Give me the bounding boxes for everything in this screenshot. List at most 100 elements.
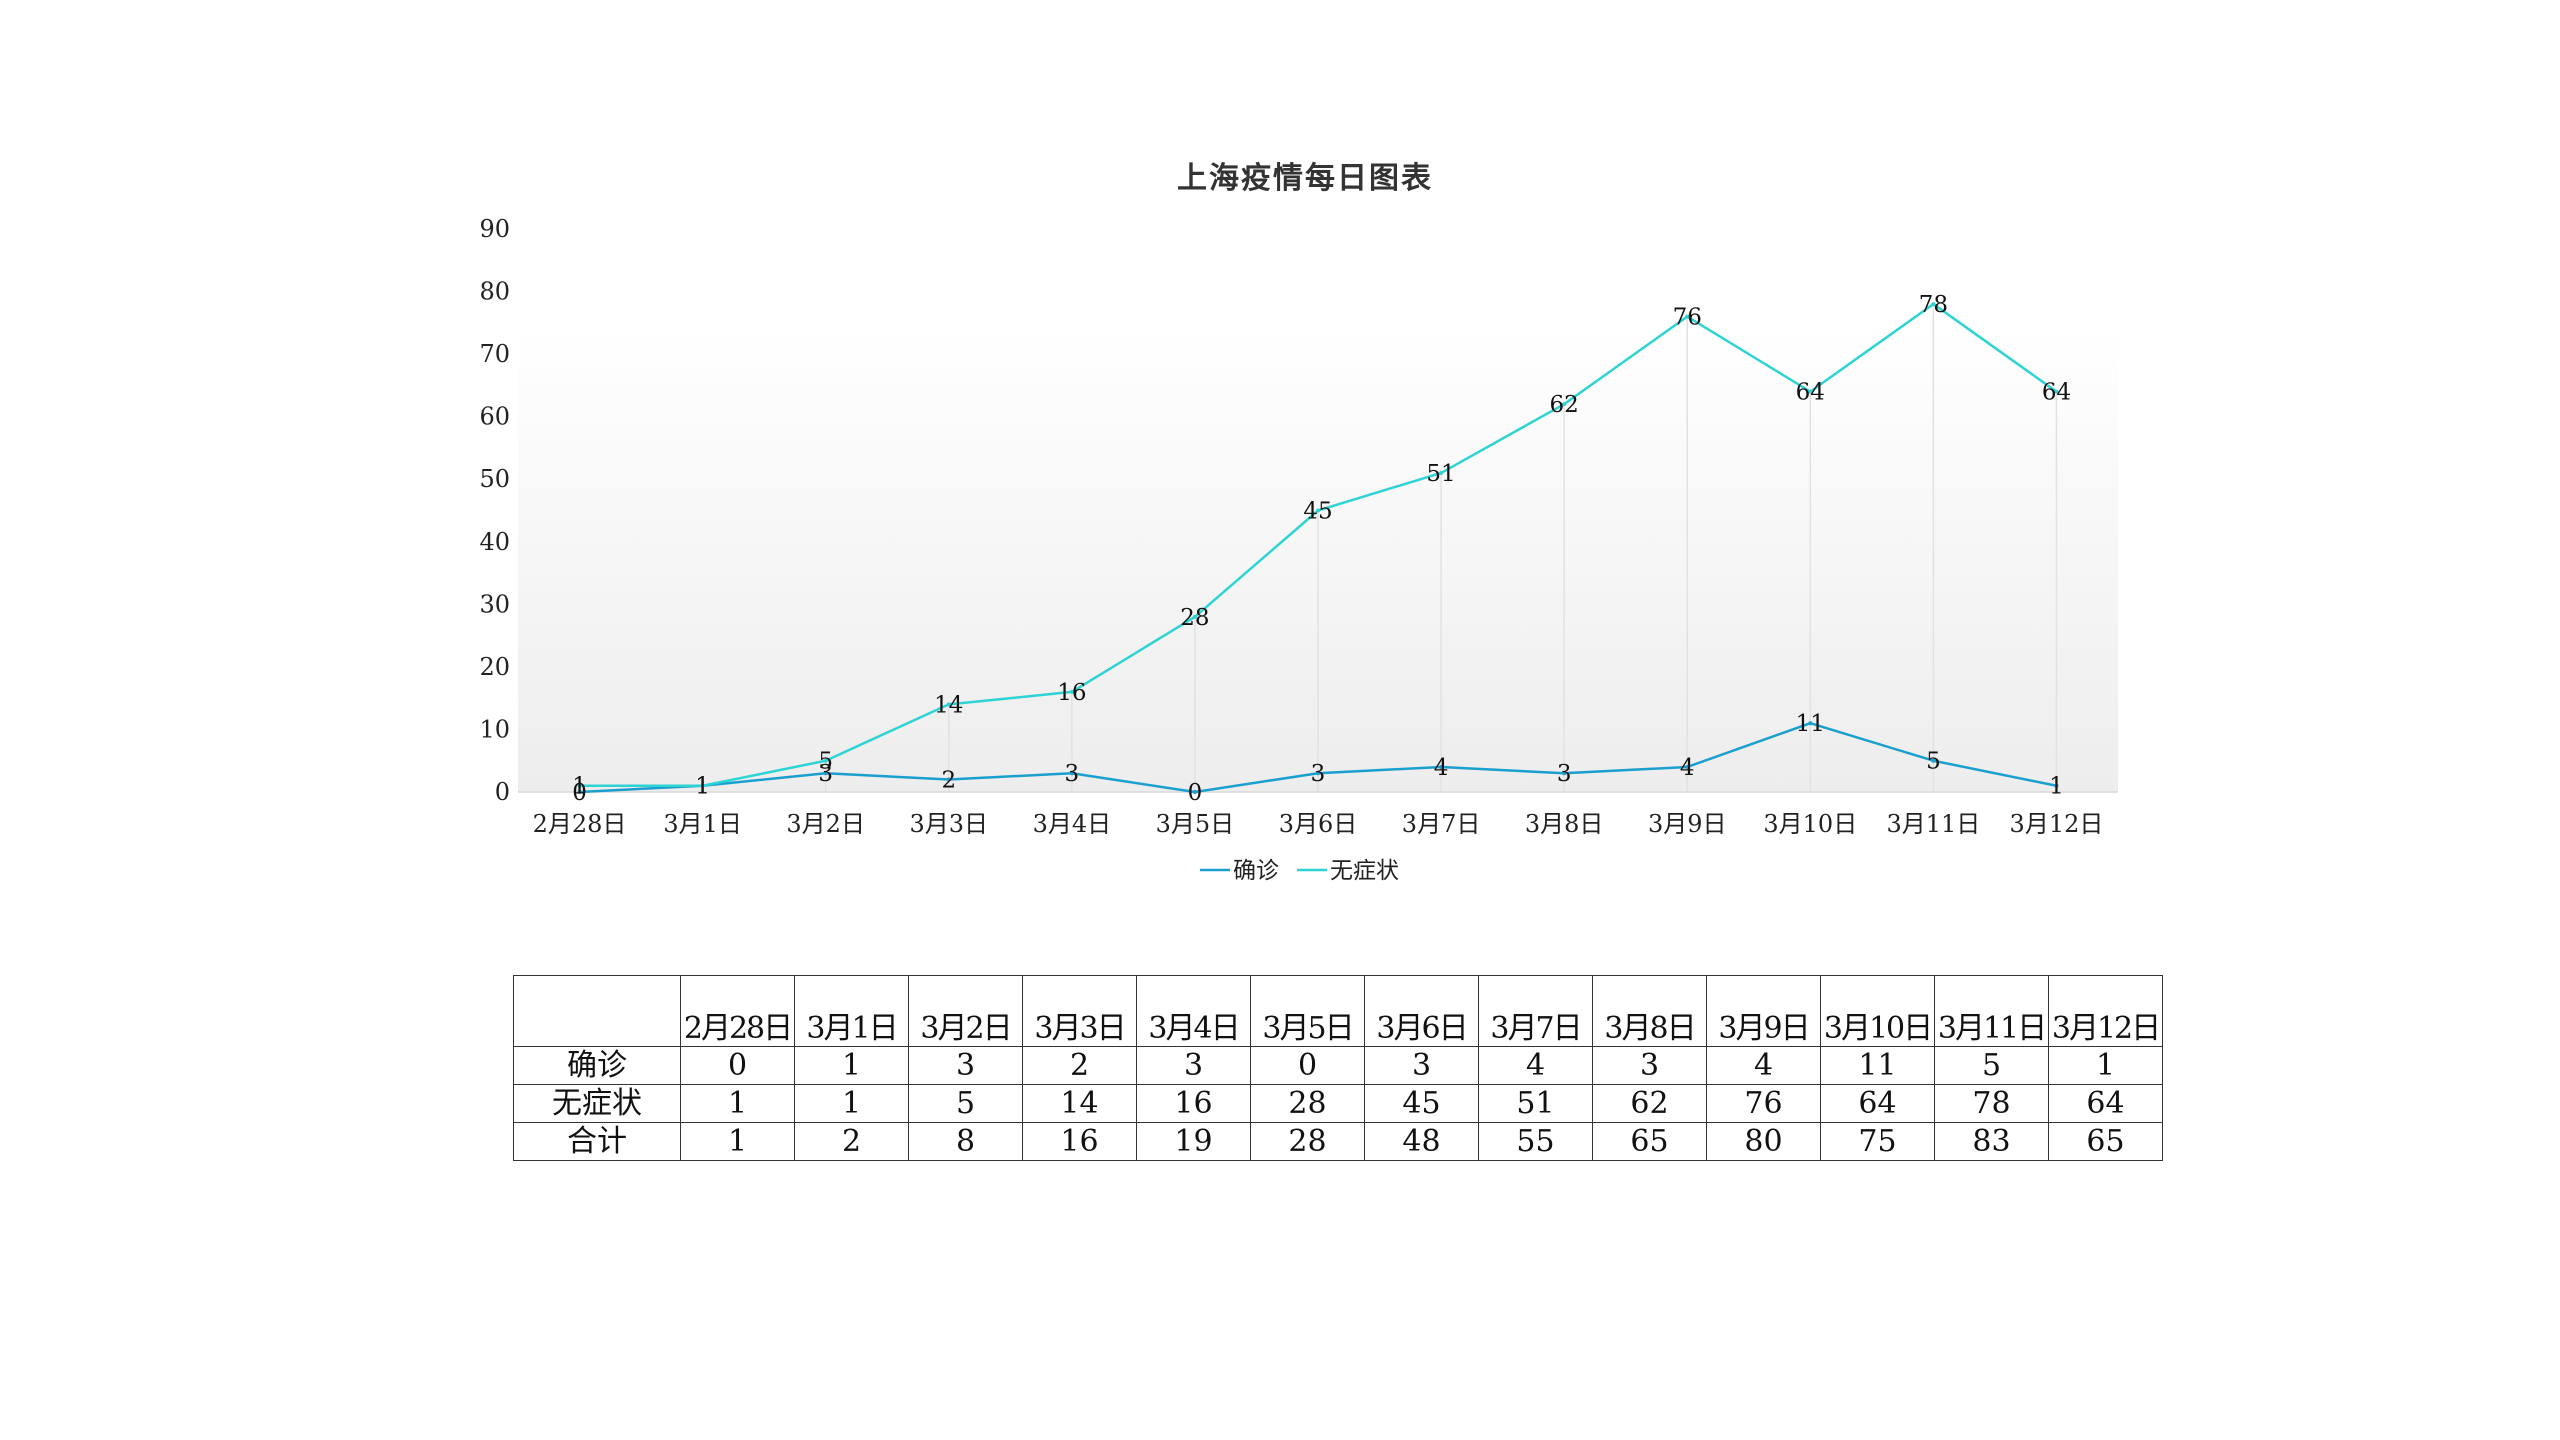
table-cell: 83 [1934,1122,2049,1161]
data-label: 1 [695,774,710,800]
data-point [577,790,582,794]
table-cell: 3 [908,1046,1023,1085]
y-tick-label: 60 [479,403,510,431]
table-header-cell: 3月2日 [908,975,1023,1047]
data-label: 5 [1926,749,1941,775]
series-lines [577,302,2059,794]
table-cell: 1 [680,1122,795,1161]
data-point [946,702,951,707]
data-point [1808,721,1813,726]
table-cell: 14 [1022,1084,1137,1123]
x-tick-label: 3月6日 [1279,810,1358,838]
data-label: 14 [934,692,963,718]
data-point [577,783,582,788]
table-cell: 0 [1250,1046,1365,1085]
y-axis-ticks: 0 10 20 30 40 50 60 70 80 90 [479,215,510,806]
data-point [1685,764,1690,769]
table-cell: 51 [1478,1084,1593,1123]
x-tick-label: 3月4日 [1033,810,1112,838]
data-label: 3 [1557,761,1572,787]
data-point [823,758,828,763]
data-point [1069,771,1074,776]
table-cell: 48 [1364,1122,1479,1161]
data-point [1562,402,1567,407]
table-header-cell: 3月6日 [1364,975,1479,1047]
table-cell: 3 [1364,1046,1479,1085]
data-point [1192,614,1197,619]
data-label: 3 [1311,761,1326,787]
data-label: 45 [1303,499,1332,525]
x-tick-label: 3月3日 [909,810,988,838]
table-cell: 76 [1706,1084,1821,1123]
table-cell: 5 [1934,1046,2049,1085]
table-cell: 5 [908,1084,1023,1123]
y-tick-label: 90 [479,215,510,243]
data-label: 16 [1057,680,1086,706]
legend-label: 无症状 [1330,858,1399,884]
table-cell: 19 [1136,1122,1251,1161]
x-tick-label: 3月12日 [2010,810,2104,838]
table-row: 无症状 1 1 5 14 16 28 45 51 62 76 64 78 64 [513,1084,2163,1123]
table-corner-cell [513,975,681,1047]
data-point [2054,783,2059,788]
table-header-cell: 3月4日 [1136,975,1251,1047]
table-header-cell: 3月9日 [1706,975,1821,1047]
data-label: 76 [1673,305,1702,331]
data-label: 0 [572,780,587,806]
data-table: 2月28日 3月1日 3月2日 3月3日 3月4日 3月5日 3月6日 3月7日 3月8日 3月9… [513,975,2163,1161]
data-label: 1 [572,774,587,800]
table-row-label: 无症状 [513,1084,681,1123]
x-tick-label: 3月8日 [1525,810,1604,838]
x-tick-label: 3月7日 [1402,810,1481,838]
table-row-label: 合计 [513,1122,681,1161]
table-cell: 65 [2048,1122,2163,1161]
table-header-cell: 3月7日 [1478,975,1593,1047]
y-tick-label: 80 [479,278,510,306]
data-point [1931,758,1936,763]
data-label: 64 [2042,380,2071,406]
data-point [1316,771,1320,776]
table-cell: 3 [1136,1046,1251,1085]
data-point [1192,790,1197,794]
table-header-cell: 3月1日 [794,975,909,1047]
table-header-cell: 2月28日 [680,975,795,1047]
y-tick-label: 0 [495,778,510,806]
data-point [1069,689,1074,694]
table-cell: 62 [1592,1084,1707,1123]
y-tick-label: 20 [479,653,510,681]
x-tick-label: 2月28日 [533,810,627,838]
table-row: 确诊 0 1 3 2 3 0 3 4 3 4 11 5 1 [513,1046,2163,1085]
data-point [823,771,828,776]
table-header-cell: 3月10日 [1820,975,1935,1047]
data-label: 0 [1188,780,1203,806]
x-tick-label: 3月1日 [663,810,742,838]
data-label: 11 [1796,711,1825,737]
table-cell: 64 [1820,1084,1935,1123]
y-tick-label: 30 [479,590,510,618]
table-row: 合计 1 2 8 16 19 28 48 55 65 80 75 83 65 [513,1122,2163,1161]
drop-lines [578,304,2058,792]
data-point [1316,508,1320,513]
table-cell: 78 [1934,1084,2049,1123]
table-header-cell: 3月12日 [2048,975,2163,1047]
table-header-cell: 3月3日 [1022,975,1137,1047]
table-header-cell: 3月8日 [1592,975,1707,1047]
table-cell: 65 [1592,1122,1707,1161]
data-label: 78 [1919,292,1948,318]
table-cell: 1 [794,1084,909,1123]
x-tick-label: 3月11日 [1886,810,1980,838]
data-point [1439,470,1444,475]
table-cell: 28 [1250,1122,1365,1161]
x-tick-label: 3月9日 [1648,810,1727,838]
table-row-label: 确诊 [513,1046,681,1085]
table-cell: 4 [1706,1046,1821,1085]
data-label: 28 [1180,605,1209,631]
x-tick-label: 3月10日 [1763,810,1857,838]
table-cell: 4 [1478,1046,1593,1085]
x-tick-label: 3月5日 [1156,810,1235,838]
table-cell: 8 [908,1122,1023,1161]
table-cell: 80 [1706,1122,1821,1161]
table-cell: 75 [1820,1122,1935,1161]
